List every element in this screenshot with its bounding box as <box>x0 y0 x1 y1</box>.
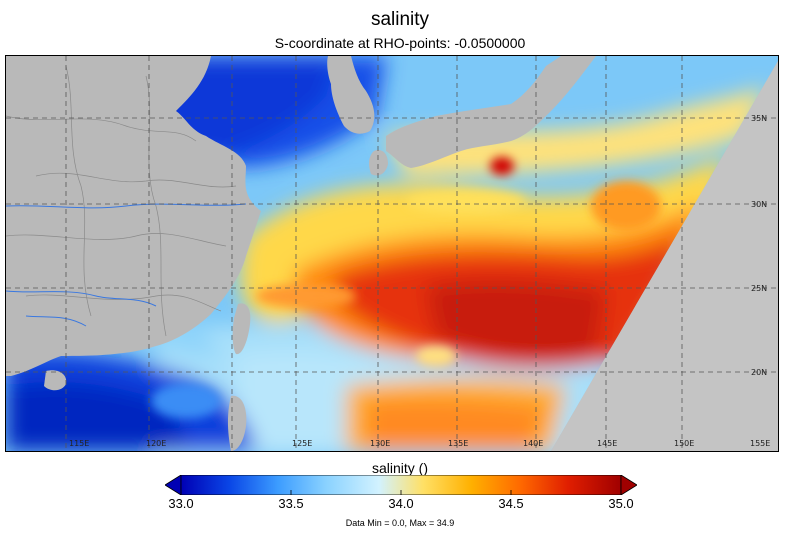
colorbar-title: salinity () <box>371 460 428 476</box>
colorbar-tick-label: 34.5 <box>498 496 524 511</box>
plot-subtitle: S-coordinate at RHO-points: -0.0500000 <box>274 35 526 51</box>
lat-label: 30N <box>751 200 767 209</box>
lon-label: 125E <box>292 439 312 448</box>
lat-label: 25N <box>751 284 767 293</box>
rivers <box>6 203 247 327</box>
lat-label: 20N <box>751 368 767 377</box>
taiwan-landmass <box>232 303 251 355</box>
hainan-landmass <box>44 370 67 391</box>
korea-landmass <box>327 56 375 134</box>
graticule <box>6 56 778 451</box>
lat-labels: 35N 30N 25N 20N <box>751 114 767 377</box>
lon-label: 135E <box>448 439 468 448</box>
lat-label: 35N <box>751 114 767 123</box>
province-borders <box>6 65 237 337</box>
colorbar-tick-label: 34.0 <box>388 496 414 511</box>
data-range-note: Data Min = 0.0, Max = 34.9 <box>345 518 455 528</box>
lon-label: 145E <box>597 439 617 448</box>
japan-landmass <box>386 56 596 168</box>
lon-label: 130E <box>370 439 390 448</box>
lon-label: 115E <box>69 439 89 448</box>
colorbar-ticks <box>180 490 622 495</box>
map-svg: 115E 120E 125E 130E 135E 140E 145E 150E … <box>6 56 778 451</box>
salinity-map: 115E 120E 125E 130E 135E 140E 145E 150E … <box>5 55 779 452</box>
salinity-field <box>6 56 778 451</box>
off-domain-area <box>551 61 778 451</box>
colorbar <box>165 475 637 495</box>
kyushu-landmass <box>369 150 388 176</box>
lon-labels: 115E 120E 125E 130E 135E 140E 145E 150E … <box>69 439 770 448</box>
lon-label: 140E <box>523 439 543 448</box>
colorbar-tick-label: 33.0 <box>168 496 194 511</box>
colorbar-tick-label: 35.0 <box>608 496 634 511</box>
lon-label: 150E <box>674 439 694 448</box>
colorbar-min-arrow <box>165 475 182 495</box>
lon-label: 155E <box>750 439 770 448</box>
colorbar-tick-label: 33.5 <box>278 496 304 511</box>
colorbar-max-arrow <box>620 475 637 495</box>
plot-title: salinity <box>370 9 430 30</box>
lon-label: 120E <box>146 439 166 448</box>
luzon-landmass <box>227 395 247 451</box>
